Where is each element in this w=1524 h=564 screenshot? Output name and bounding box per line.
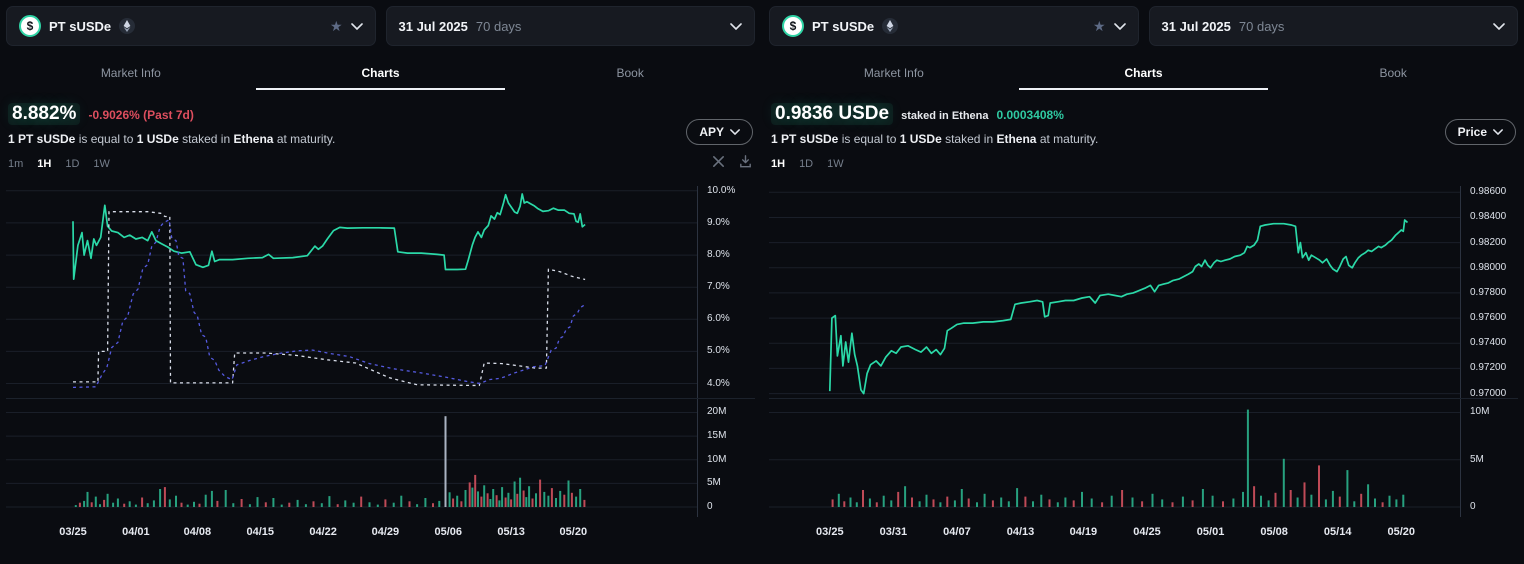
interval-1w[interactable]: 1W (827, 158, 844, 170)
tab-charts[interactable]: Charts (255, 60, 506, 90)
token-name: PT sUSDe (49, 18, 112, 34)
chevron-down-icon (730, 129, 740, 135)
dollar-coin-icon: $ (782, 15, 804, 37)
dollar-coin-icon: $ (19, 15, 41, 37)
maturity-date: 31 Jul 2025 (1161, 18, 1231, 34)
interval-1h[interactable]: 1H (37, 158, 52, 170)
favorite-star-icon[interactable]: ★ (1092, 18, 1106, 34)
chevron-down-icon (350, 22, 363, 30)
ethereum-badge-icon (119, 18, 136, 34)
y-axis-volume: 10M 5M 0 (1460, 399, 1518, 517)
tab-charts[interactable]: Charts (1018, 60, 1269, 90)
market-panel-price: $ PT sUSDe ★ 31 Jul 2025 70 days (769, 6, 1518, 564)
volume-pane[interactable] (769, 399, 1460, 517)
maturity-date: 31 Jul 2025 (398, 18, 468, 34)
interval-1m[interactable]: 1m (8, 158, 24, 170)
favorite-star-icon[interactable]: ★ (329, 18, 343, 34)
stats-section: 0.9836 USDe staked in Ethena 0.0003408% … (769, 103, 1518, 146)
ethereum-badge-icon (882, 18, 899, 34)
maturity-selector[interactable]: 31 Jul 2025 70 days (385, 6, 755, 46)
series-dashed-blue (72, 219, 586, 389)
x-axis: 03/25 04/01 04/08 04/15 04/22 04/29 05/06 05/13… (59, 526, 588, 538)
market-description: 1 PT sUSDe is equal to 1 USDe staked in … (8, 132, 336, 146)
tools-icon[interactable] (711, 154, 726, 174)
series-dashed-white (73, 211, 586, 387)
price-value: 0.9836 USDe (771, 103, 894, 125)
apy-chart: 10.0% 9.0% 8.0% 7.0% 6.0% 5.0% 4.0% 20M 15M 10M 5… (6, 185, 755, 543)
chevron-down-icon (1113, 22, 1126, 30)
panel-tabs: Market Info Charts Book (6, 60, 755, 90)
chevron-down-icon (730, 22, 742, 30)
headline: 8.882% -0.9026% (Past 7d) (8, 103, 755, 125)
x-axis: 03/25 03/31 04/07 04/13 04/19 04/25 05/01 05/08… (816, 526, 1416, 538)
apy-value: 8.882% (8, 103, 81, 125)
series-solid-green (72, 193, 586, 281)
y-axis-apy: 10.0% 9.0% 8.0% 7.0% 6.0% 5.0% 4.0% (697, 185, 755, 398)
volume-pane[interactable] (6, 399, 697, 517)
token-name: PT sUSDe (812, 18, 875, 34)
interval-1w[interactable]: 1W (93, 158, 110, 170)
market-description: 1 PT sUSDe is equal to 1 USDe staked in … (771, 132, 1099, 146)
tab-market-info[interactable]: Market Info (863, 66, 924, 80)
maturity-duration: 70 days (1238, 18, 1285, 34)
series-solid-green (828, 219, 1409, 395)
price-price-pane[interactable] (769, 186, 1460, 398)
panel-topbar: $ PT sUSDe ★ 31 Jul 2025 70 days (6, 6, 755, 46)
headline: 0.9836 USDe staked in Ethena 0.0003408% (771, 103, 1518, 125)
market-panel-apy: $ PT sUSDe ★ 31 Jul 2025 70 days (6, 6, 755, 564)
token-selector[interactable]: $ PT sUSDe ★ (6, 6, 376, 46)
interval-1h[interactable]: 1H (771, 158, 786, 170)
apy-metric-dropdown[interactable]: APY (686, 119, 753, 145)
maturity-selector[interactable]: 31 Jul 2025 70 days (1148, 6, 1518, 46)
panel-topbar: $ PT sUSDe ★ 31 Jul 2025 70 days (769, 6, 1518, 46)
price-chart: 0.98600 0.98400 0.98200 0.98000 0.97800 0.976… (769, 186, 1518, 543)
interval-1d[interactable]: 1D (65, 158, 80, 170)
apy-price-pane[interactable] (6, 186, 697, 398)
token-selector[interactable]: $ PT sUSDe ★ (769, 6, 1139, 46)
intervals-row: 1m 1H 1D 1W (6, 154, 755, 174)
intervals-row: 1H 1D 1W (769, 154, 1518, 174)
y-axis-price: 0.98600 0.98400 0.98200 0.98000 0.97800 0.976… (1460, 186, 1518, 399)
panel-tabs: Market Info Charts Book (769, 60, 1518, 90)
maturity-duration: 70 days (475, 18, 522, 34)
apy-change: -0.9026% (Past 7d) (88, 108, 194, 122)
price-change: 0.0003408% (996, 108, 1064, 122)
chevron-down-icon (1493, 22, 1505, 30)
tab-book[interactable]: Book (1379, 66, 1407, 80)
price-suffix: staked in Ethena (901, 110, 989, 122)
interval-1d[interactable]: 1D (799, 158, 814, 170)
tab-book[interactable]: Book (616, 66, 644, 80)
download-icon[interactable] (738, 154, 753, 174)
chevron-down-icon (1493, 129, 1503, 135)
tab-market-info[interactable]: Market Info (100, 66, 161, 80)
stats-section: 8.882% -0.9026% (Past 7d) 1 PT sUSDe is … (6, 103, 755, 146)
y-axis-volume: 20M 15M 10M 5M 0 (697, 399, 755, 517)
price-metric-dropdown[interactable]: Price (1444, 119, 1516, 145)
